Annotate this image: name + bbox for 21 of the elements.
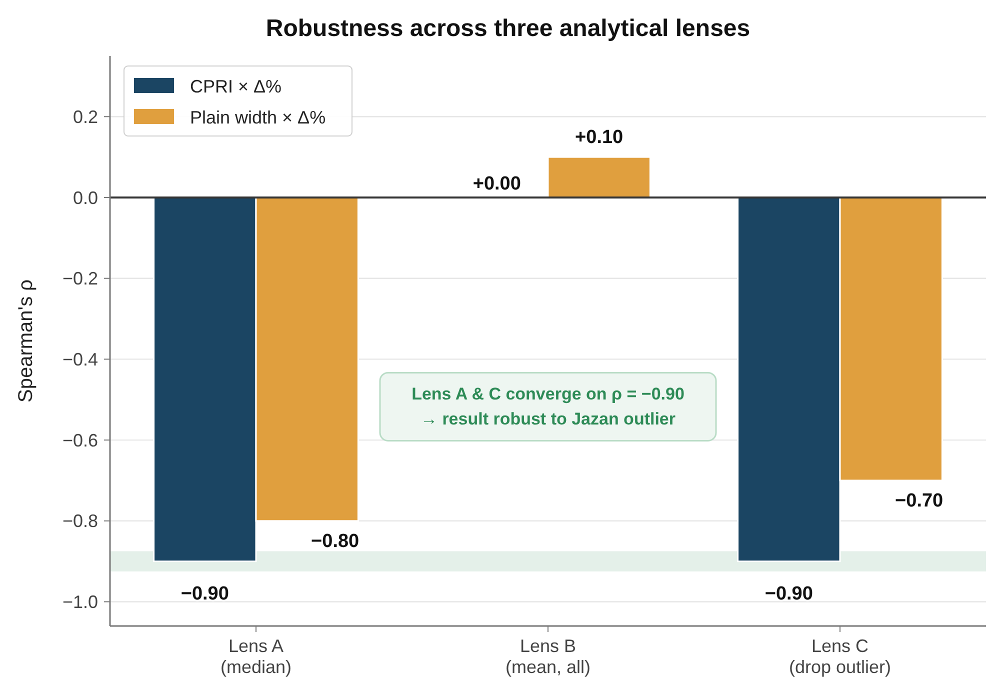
data-label: −0.70 xyxy=(895,490,944,512)
x-tick-label: Lens C (drop outlier) xyxy=(788,636,892,677)
y-tick-label: −0.6 xyxy=(62,430,98,450)
y-tick-label: −1.0 xyxy=(62,592,98,612)
x-tick-label: Lens A (median) xyxy=(220,636,292,677)
annotation: Lens A & C converge on ρ = −0.90 → result robust to Jazan outlier xyxy=(412,384,684,429)
legend-label: Plain width × Δ% xyxy=(190,107,326,128)
y-tick-label: −0.2 xyxy=(62,268,98,289)
y-tick-label: 0.0 xyxy=(72,188,98,208)
y-tick-label: −0.4 xyxy=(62,349,98,370)
y-tick-label: 0.2 xyxy=(72,106,98,127)
data-label: +0.10 xyxy=(575,127,624,148)
data-label: −0.80 xyxy=(311,530,360,552)
chart-title: Robustness across three analytical lenses xyxy=(266,15,750,42)
y-tick-label: −0.8 xyxy=(62,511,98,532)
legend-label: CPRI × Δ% xyxy=(190,76,282,96)
data-label: −0.90 xyxy=(764,583,813,604)
data-label: +0.00 xyxy=(472,173,521,194)
data-label: −0.90 xyxy=(180,583,229,604)
y-axis-title: Spearman's ρ xyxy=(15,279,37,403)
x-tick-label: Lens B (mean, all) xyxy=(505,636,591,677)
